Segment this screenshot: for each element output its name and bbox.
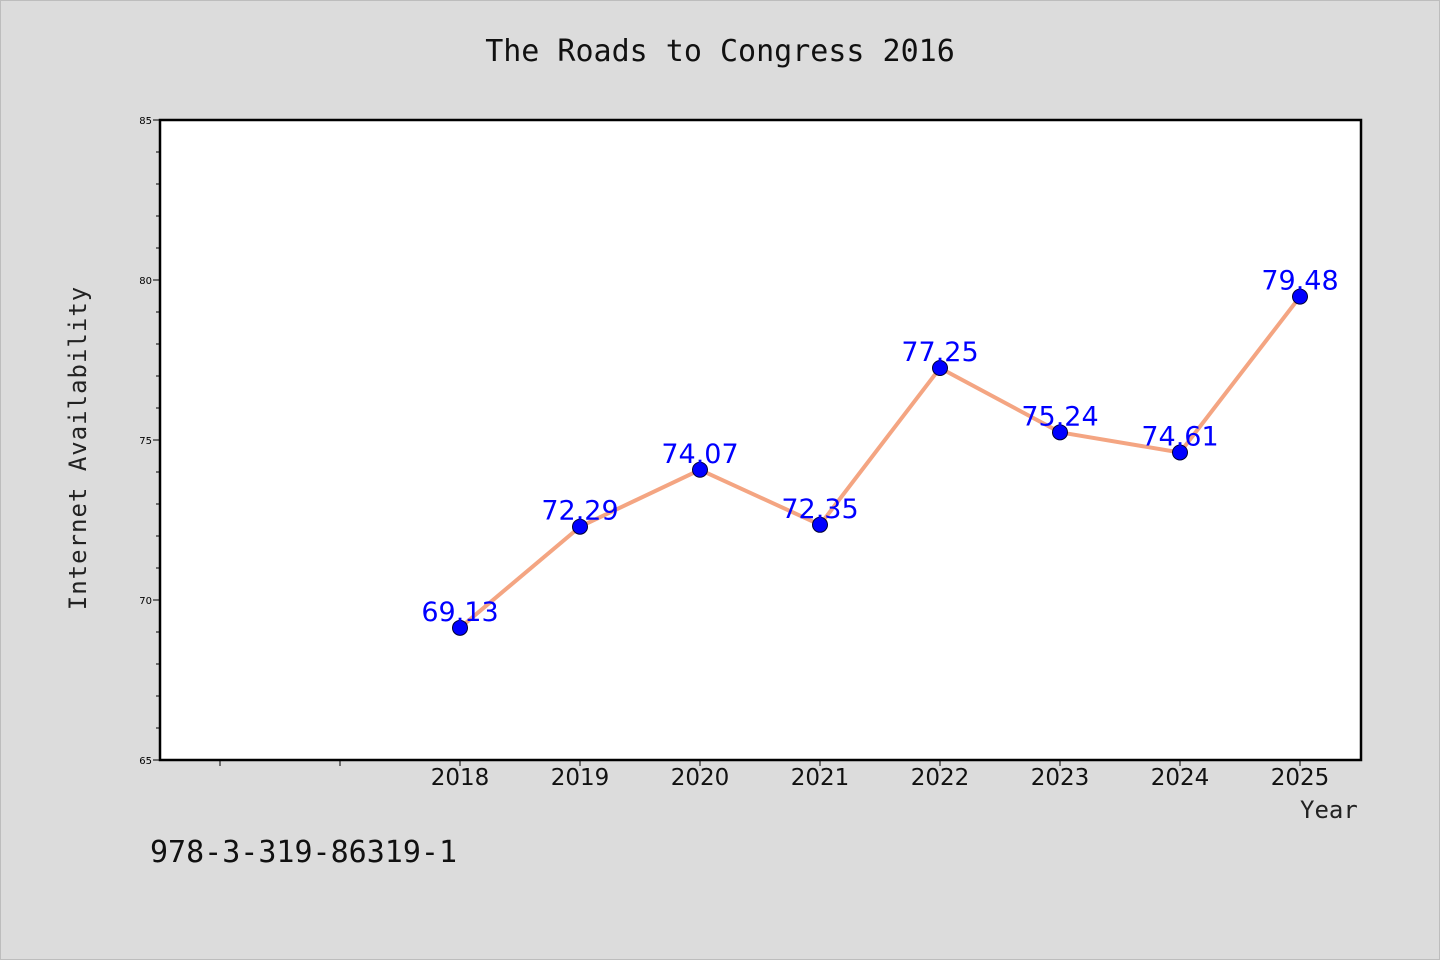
x-tick-label: 2025 [1271, 765, 1330, 791]
data-label: 72.35 [781, 494, 858, 525]
data-point [812, 516, 828, 533]
data-labels: 69.13 72.29 74.07 72.35 77.25 75.24 74.61 79.48 [421, 266, 1338, 628]
x-tick-label: 2019 [551, 765, 610, 791]
y-tick-label: 65 [139, 756, 152, 767]
axis-ticks: 65 70 75 80 85 2018 2019 2020 2021 2022 2023 2024 20… [139, 116, 1329, 791]
data-point [452, 619, 468, 636]
x-tick-label: 2023 [1031, 765, 1090, 791]
y-tick-label: 85 [139, 116, 152, 127]
x-tick-label: 2022 [911, 765, 970, 791]
data-label: 75.24 [1021, 401, 1098, 432]
plot-area [158, 118, 1363, 762]
series-line [458, 294, 1302, 630]
data-point [692, 461, 708, 478]
series-markers [452, 288, 1308, 636]
y-tick-label: 80 [139, 276, 152, 287]
x-tick-label: 2021 [791, 765, 850, 791]
x-axis-label: Year [1300, 796, 1358, 824]
y-tick-label: 70 [139, 596, 152, 607]
data-point [932, 360, 948, 376]
data-label: 77.25 [901, 337, 978, 368]
footer-code: 978-3-319-86319-1 [150, 835, 458, 870]
chart-title: The Roads to Congress 2016 [485, 34, 955, 69]
data-label: 79.48 [1261, 266, 1338, 297]
y-tick-label: 75 [139, 436, 152, 447]
x-tick-label: 2018 [431, 765, 490, 791]
data-label: 74.07 [661, 439, 738, 470]
x-tick-label: 2024 [1151, 765, 1210, 791]
series-lines [458, 294, 1302, 630]
y-axis-label: Internet Availability [64, 285, 92, 611]
data-label: 69.13 [421, 597, 498, 628]
data-point [1292, 288, 1308, 305]
data-label: 72.29 [541, 496, 618, 527]
data-point [1172, 444, 1188, 461]
x-tick-label: 2020 [671, 765, 730, 791]
data-point [1052, 424, 1068, 441]
data-label: 74.61 [1141, 421, 1218, 452]
data-point [572, 518, 588, 535]
